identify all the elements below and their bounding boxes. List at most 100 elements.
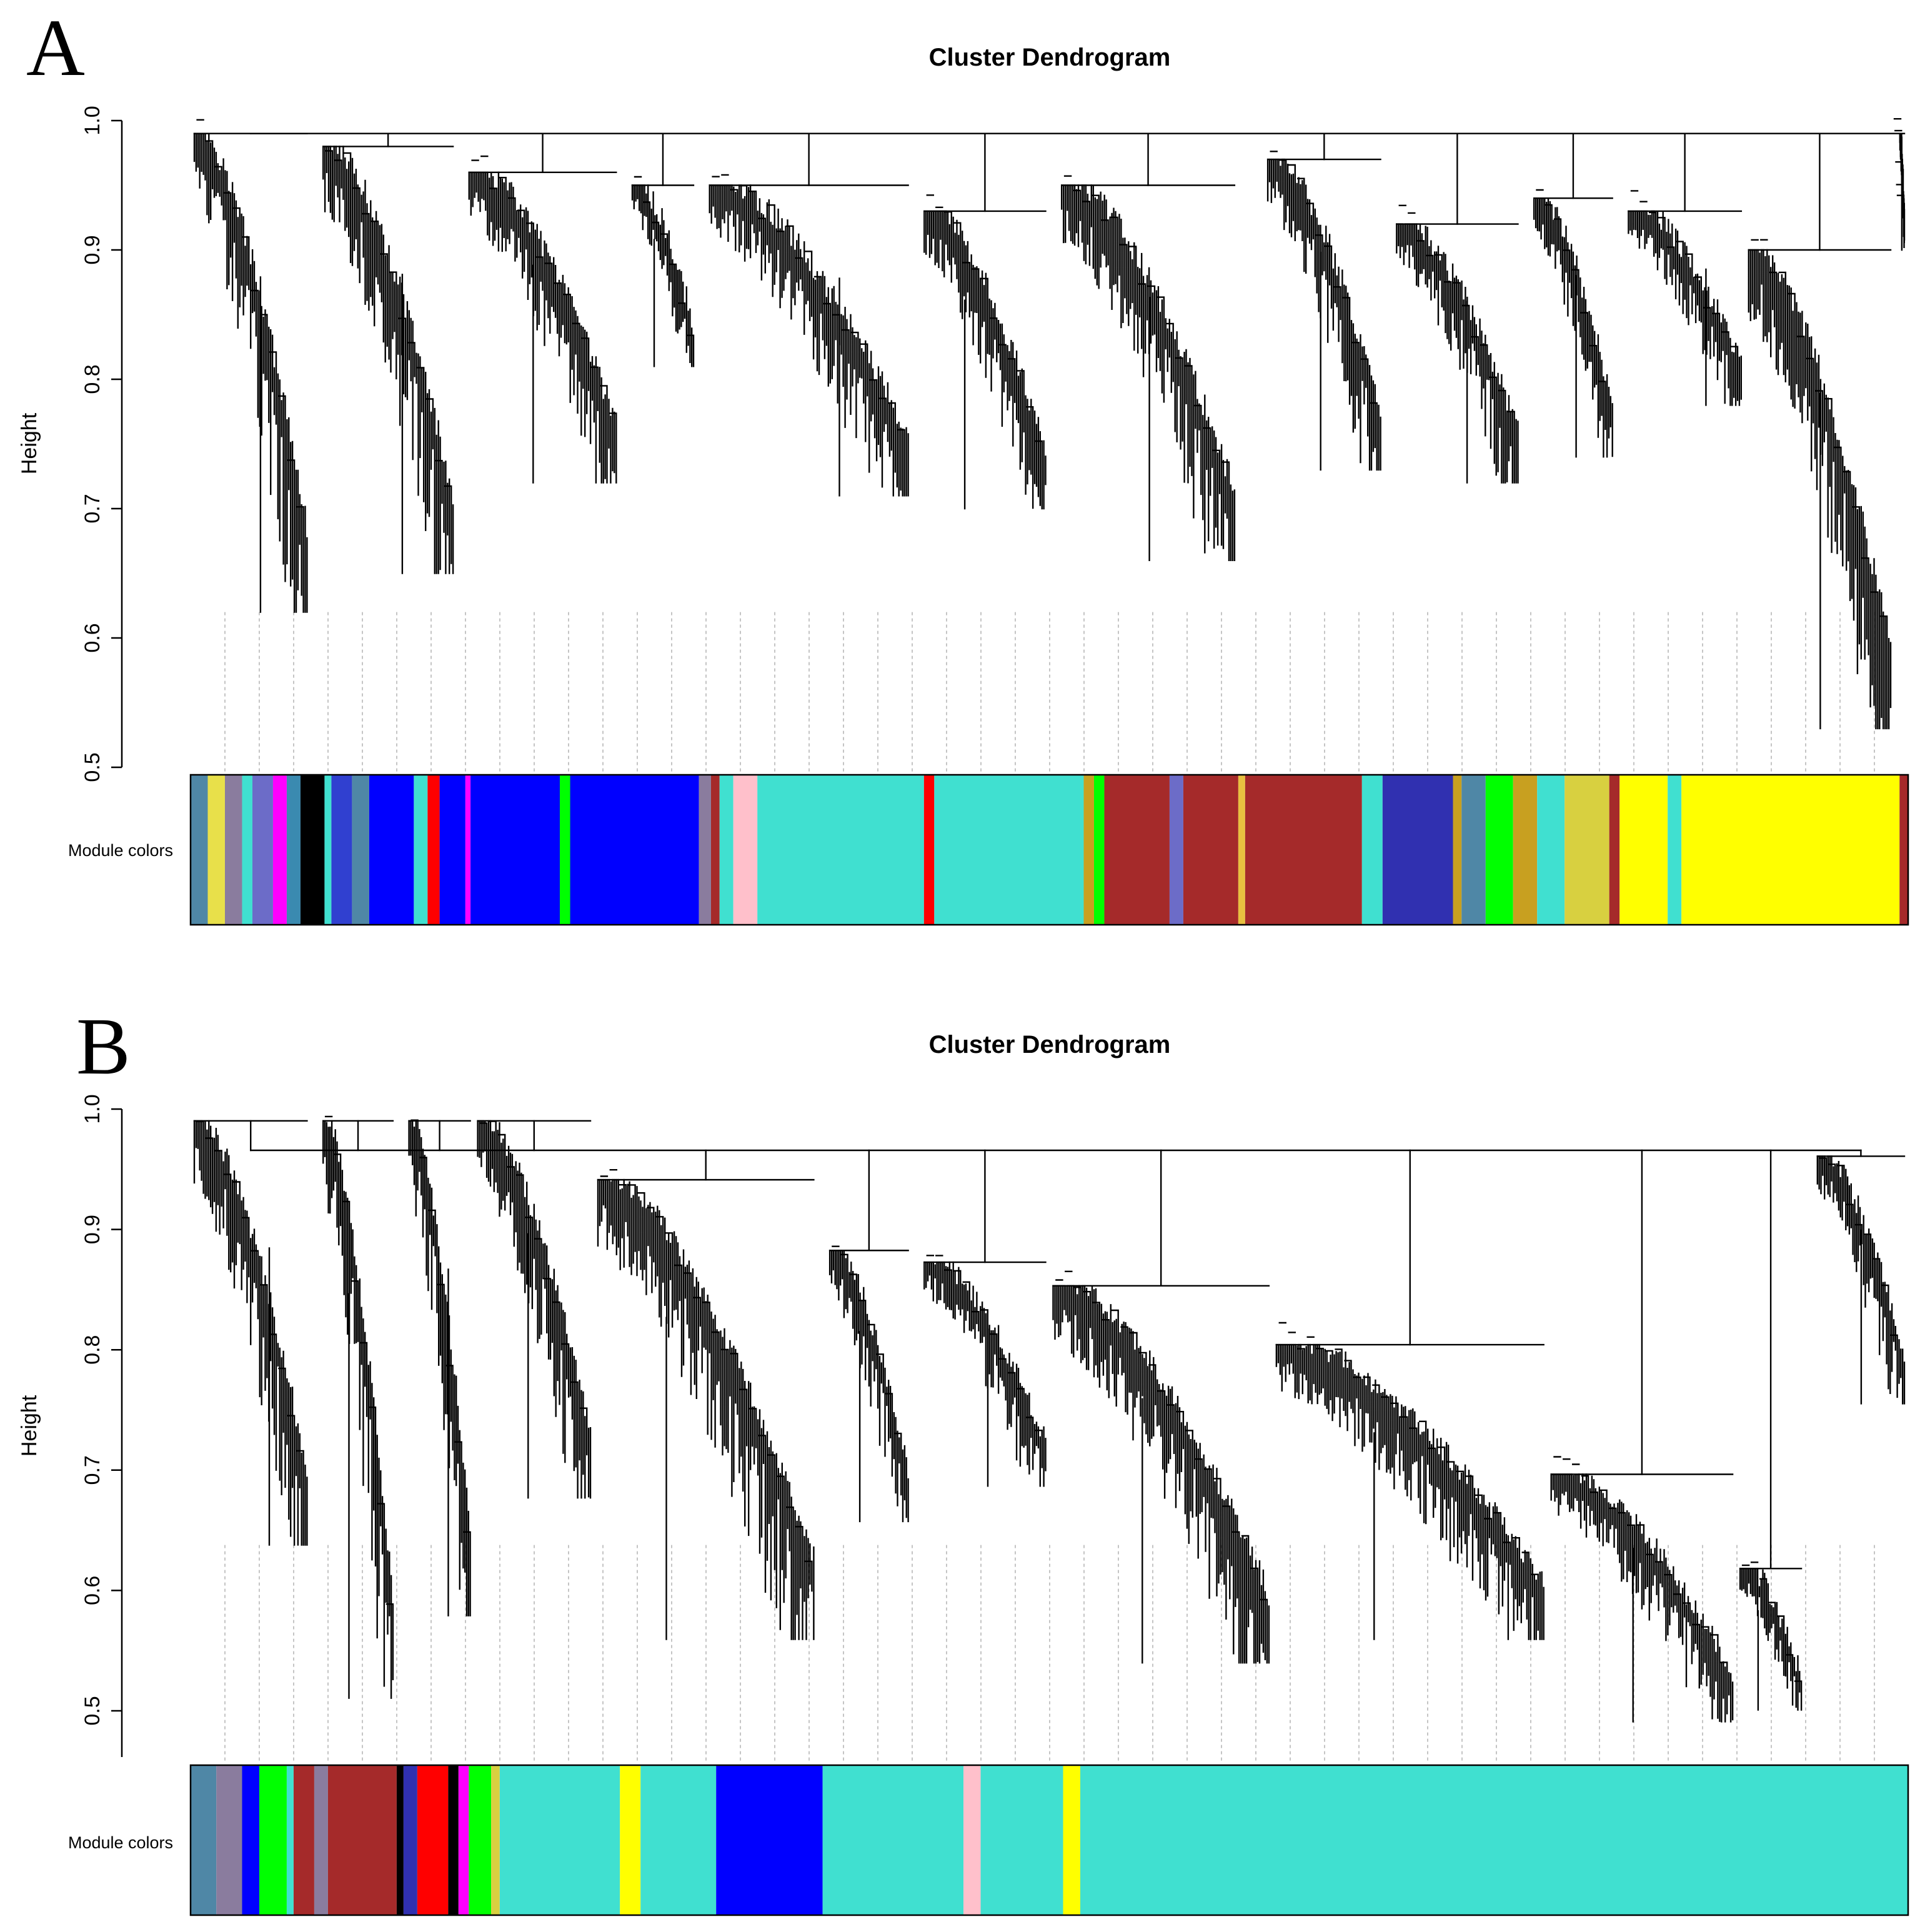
module-color-band xyxy=(733,775,758,925)
module-color-band xyxy=(324,775,332,925)
module-color-band xyxy=(314,1765,328,1915)
module-color-band xyxy=(242,775,252,925)
module-color-band xyxy=(1681,775,1900,925)
module-color-band xyxy=(699,775,711,925)
y-axis-label: Height xyxy=(17,1395,41,1456)
module-color-band xyxy=(1461,775,1486,925)
cluster-leaves xyxy=(709,174,909,497)
cluster-branch xyxy=(477,1120,592,1499)
cluster-leaves xyxy=(477,1120,592,1499)
y-tick-label: 0.7 xyxy=(81,1455,104,1485)
module-color-band xyxy=(1063,1765,1080,1915)
module-color-band xyxy=(469,1765,492,1915)
cluster-leaves xyxy=(1628,190,1742,406)
cluster-branch xyxy=(1061,132,1236,561)
cluster-leaves xyxy=(1396,204,1519,484)
chart-title: Cluster Dendrogram xyxy=(929,1031,1171,1058)
y-ticks: 0.5 0.6 0.7 0.8 0.9 1.0 xyxy=(81,1094,122,1726)
module-color-band xyxy=(224,775,242,925)
module-color-band xyxy=(934,775,1084,925)
chart-title: Cluster Dendrogram xyxy=(929,44,1171,71)
cluster-branch xyxy=(468,132,617,484)
cluster-branch xyxy=(322,1115,394,1699)
cluster-branch xyxy=(1739,1149,1803,1711)
module-color-band xyxy=(259,1765,287,1915)
module-color-band xyxy=(465,775,471,925)
module-color-band xyxy=(1183,775,1238,925)
y-axis: 0.5 0.6 0.7 0.8 0.9 1.0 Height xyxy=(17,106,123,782)
module-color-band xyxy=(1609,775,1620,925)
cluster-leaves xyxy=(1739,1561,1803,1711)
module-color-band xyxy=(331,775,352,925)
module-color-band xyxy=(1668,775,1682,925)
cluster-leaves xyxy=(597,1169,815,1640)
module-colors-frame xyxy=(189,774,1909,926)
cluster-leaves xyxy=(193,1120,308,1546)
cluster-branch xyxy=(1550,1149,1734,1723)
cluster-leaves xyxy=(923,1255,1047,1487)
cluster-leaves xyxy=(1061,175,1236,561)
panel-b: B Cluster Dendrogram 0.5 0.6 0.7 0.8 0.9 1.0 … xyxy=(17,1002,1909,1916)
cluster-branch xyxy=(1816,1149,1906,1405)
cluster-leaves xyxy=(322,1115,394,1699)
y-tick-label: 0.8 xyxy=(81,1335,104,1365)
module-color-band xyxy=(286,1765,294,1915)
y-axis: 0.5 0.6 0.7 0.8 0.9 1.0 Height xyxy=(17,1094,123,1757)
module-color-band xyxy=(1513,775,1538,925)
dendrogram-tree xyxy=(193,1115,1906,1723)
y-tick-label: 0.6 xyxy=(81,623,104,652)
module-color-band xyxy=(191,775,208,925)
module-colors-label: Module colors xyxy=(68,1833,173,1852)
cluster-leaves xyxy=(1533,189,1613,458)
module-color-band xyxy=(414,775,428,925)
cluster-leaves xyxy=(1748,239,1892,730)
module-color-band xyxy=(191,1765,217,1915)
module-color-band xyxy=(207,775,225,925)
module-color-band xyxy=(242,1765,259,1915)
y-tick-label: 0.7 xyxy=(81,494,104,523)
cluster-leaves xyxy=(322,146,454,574)
y-tick-label: 1.0 xyxy=(81,1094,104,1123)
module-color-band xyxy=(458,1765,469,1915)
cluster-leaves xyxy=(1550,1456,1734,1723)
y-tick-label: 0.6 xyxy=(81,1576,104,1605)
module-color-band xyxy=(1382,775,1453,925)
panel-a: A Cluster Dendrogram 0.5 0.6 0.7 0.8 0.9 1.0 … xyxy=(17,3,1909,926)
cluster-leaves xyxy=(1052,1270,1270,1664)
module-color-band xyxy=(470,775,560,925)
module-color-band xyxy=(369,775,414,925)
cluster-leaves xyxy=(923,194,1047,510)
cluster-branch xyxy=(1893,118,1906,251)
module-colors-frame xyxy=(189,1764,1909,1916)
module-color-band xyxy=(1245,775,1362,925)
module-color-band xyxy=(757,775,924,925)
module-color-band xyxy=(252,775,273,925)
dendrogram-tree xyxy=(193,118,1906,730)
panel-label: B xyxy=(76,1002,131,1092)
y-ticks: 0.5 0.6 0.7 0.8 0.9 1.0 xyxy=(81,106,122,782)
module-color-band xyxy=(1564,775,1609,925)
module-color-band xyxy=(499,1765,620,1915)
module-color-band xyxy=(1537,775,1565,925)
cluster-branch xyxy=(631,132,695,367)
cluster-branch xyxy=(1748,132,1892,730)
cluster-branch xyxy=(1533,132,1613,458)
cluster-branch xyxy=(193,1120,308,1546)
module-color-band xyxy=(716,1765,823,1915)
y-tick-label: 0.9 xyxy=(81,235,104,264)
module-color-band xyxy=(1238,775,1245,925)
module-color-band xyxy=(560,775,570,925)
module-color-band xyxy=(272,775,287,925)
module-color-band xyxy=(640,1765,717,1915)
module-color-band xyxy=(396,1765,404,1915)
module-color-band xyxy=(1169,775,1183,925)
cluster-branch xyxy=(1266,132,1381,471)
module-colors-label: Module colors xyxy=(68,841,173,860)
cluster-leaves xyxy=(1816,1155,1906,1405)
module-color-band xyxy=(403,1765,417,1915)
cluster-leaves xyxy=(193,119,308,613)
module-color-band xyxy=(216,1765,242,1915)
cluster-leaves xyxy=(1266,151,1381,471)
cluster-branch xyxy=(1628,132,1743,406)
